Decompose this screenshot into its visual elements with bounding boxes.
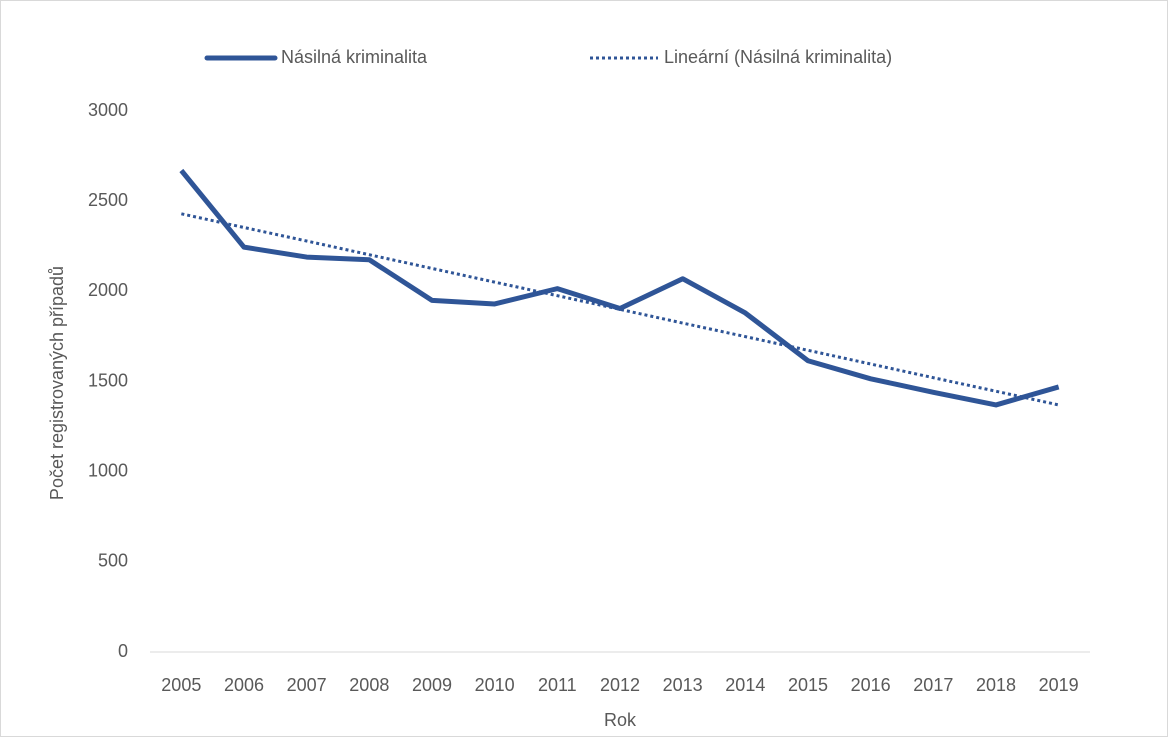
y-tick-label: 500 [98, 551, 128, 571]
x-tick-label: 2007 [287, 675, 327, 695]
y-axis-label: Počet registrovaných případů [47, 266, 67, 500]
y-tick-label: 1500 [88, 370, 128, 390]
x-tick-label: 2008 [349, 675, 389, 695]
x-tick-label: 2009 [412, 675, 452, 695]
x-tick-label: 2005 [161, 675, 201, 695]
legend-label: Lineární (Násilná kriminalita) [664, 47, 892, 67]
y-tick-label: 0 [118, 641, 128, 661]
x-tick-label: 2016 [851, 675, 891, 695]
data-line [179, 168, 1060, 408]
x-tick-label: 2006 [224, 675, 264, 695]
x-axis-label: Rok [604, 710, 637, 730]
x-tick-label: 2013 [663, 675, 703, 695]
y-tick-label: 3000 [88, 100, 128, 120]
y-tick-label: 2500 [88, 190, 128, 210]
y-tick-label: 1000 [88, 460, 128, 480]
x-tick-label: 2011 [538, 675, 577, 695]
legend-label: Násilná kriminalita [281, 47, 428, 67]
x-tick-label: 2014 [725, 675, 765, 695]
x-tick-label: 2010 [475, 675, 515, 695]
x-tick-label: 2019 [1039, 675, 1079, 695]
x-tick-label: 2017 [913, 675, 953, 695]
x-tick-label: 2012 [600, 675, 640, 695]
x-tick-label: 2018 [976, 675, 1016, 695]
x-tick-label: 2015 [788, 675, 828, 695]
y-tick-label: 2000 [88, 280, 128, 300]
